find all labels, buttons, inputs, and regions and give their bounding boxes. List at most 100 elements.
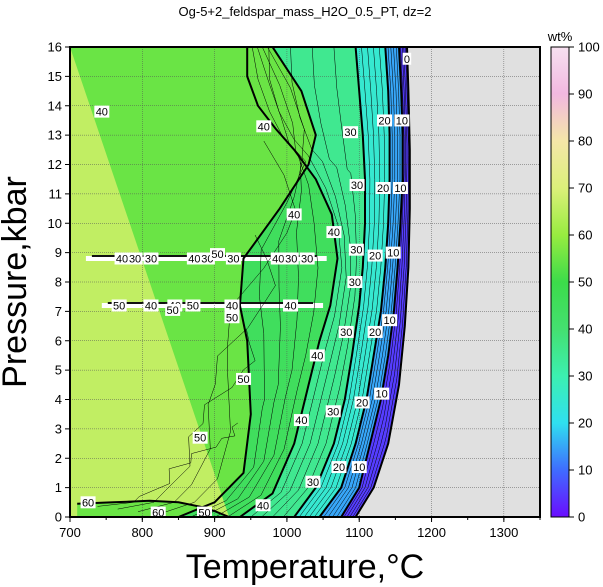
contour-label-bg <box>392 182 408 194</box>
contour-minor <box>343 47 405 517</box>
x-axis-label: Temperature,°C <box>186 548 424 586</box>
y-tick-label: 9 <box>55 245 62 260</box>
y-tick-label: 12 <box>48 157 62 172</box>
contour-label-bg <box>270 252 286 265</box>
contour-label: 0 <box>402 52 412 66</box>
y-tick-label: 4 <box>55 392 62 407</box>
artifact-band-dark <box>107 302 314 304</box>
contour-minor <box>97 422 238 507</box>
contour-label-text: 20 <box>333 462 345 474</box>
contour-label-bg <box>256 120 272 133</box>
contour-label-bg <box>94 105 110 118</box>
contour-label-text: 10 <box>383 315 395 327</box>
x-axis: 700 800 900 1000 1100 1200 1300 <box>59 517 541 540</box>
contour-minor <box>117 328 256 510</box>
x-tick-label: 1300 <box>489 525 518 540</box>
contour-label-bg <box>367 325 383 338</box>
contour-label-text: 40 <box>145 301 157 313</box>
colorbar-gradient <box>550 46 570 518</box>
contour-label-text: 50 <box>187 301 199 313</box>
contour-label: 40 <box>256 120 272 133</box>
contour-60 <box>77 499 230 517</box>
contour-label: 50 <box>111 299 127 313</box>
contour-minor <box>304 47 376 517</box>
contour-label-text: 50 <box>237 374 249 386</box>
contour-label: 10 <box>382 314 398 327</box>
contour-label-text: 40 <box>257 500 269 512</box>
contour-label: 30 <box>325 405 341 418</box>
contour-label: 30 <box>305 475 321 489</box>
y-tick-label: 5 <box>55 363 62 378</box>
contour-label-text: 30 <box>351 180 363 192</box>
contour-label: 20 <box>354 396 370 409</box>
y-tick-label: 15 <box>48 69 62 84</box>
y-tick-label: 14 <box>48 98 62 113</box>
contour-label-bg <box>210 248 226 261</box>
contour-label-bg <box>309 349 325 362</box>
contour-label: 30 <box>283 252 299 266</box>
contour-label-text: 40 <box>272 254 284 266</box>
contour-label-bg <box>196 506 212 517</box>
contour-label: 50 <box>210 248 226 261</box>
contour-label-text: 40 <box>288 209 300 221</box>
contour-label-bg <box>185 299 201 312</box>
contour-label: 40 <box>143 299 159 313</box>
contour-label-text: 40 <box>284 301 296 313</box>
contour-minor <box>250 47 343 517</box>
contour-label: 40 <box>114 252 130 266</box>
contour-label-text: 30 <box>129 254 141 266</box>
contour-label: 30 <box>143 252 159 266</box>
x-tick-label: 700 <box>59 525 81 540</box>
y-tick-label: 0 <box>55 510 62 525</box>
contour-label-text: 10 <box>353 462 365 474</box>
contour-label-bg <box>343 126 359 139</box>
contour-20 <box>318 47 391 517</box>
colorbar-ticks: 0 10 20 30 40 50 60 70 80 90 100 <box>569 40 600 525</box>
contour-label: 40 <box>326 226 342 239</box>
contour-label-text: 40 <box>116 254 128 266</box>
x-tick-label: 1000 <box>272 525 301 540</box>
contour-label-bg <box>326 226 342 239</box>
contour-label-text: 40 <box>258 121 270 133</box>
contour-label-bg <box>375 182 391 194</box>
contour-label-bg <box>224 299 240 312</box>
contour-label-text: 40 <box>328 227 340 239</box>
contour-label-text: 30 <box>327 406 339 418</box>
contour-minor <box>349 47 408 517</box>
contour-label-text: 10 <box>376 389 388 401</box>
y-tick-label: 2 <box>55 451 62 466</box>
colorbar-tick-label: 70 <box>578 181 592 196</box>
contour-label: 50 <box>196 506 212 517</box>
contour-label-text: 50 <box>194 433 206 445</box>
contour-label-bg <box>143 299 159 312</box>
y-tick-label: 8 <box>55 275 62 290</box>
contour-label-bg <box>111 299 127 312</box>
contour-label: 30 <box>348 243 364 257</box>
contour-label-bg <box>255 499 271 512</box>
contour-minor <box>137 234 276 512</box>
contour-label-text: 0 <box>404 54 410 66</box>
contour-label-bg <box>225 252 241 265</box>
contour-label-bg <box>286 208 302 221</box>
contour-label-text: 30 <box>350 245 362 257</box>
contour-label-bg <box>305 475 321 488</box>
contour-label: 10 <box>394 114 410 127</box>
contour-label: 10 <box>374 387 390 401</box>
contour-label-text: 10 <box>396 115 408 127</box>
artifact-band-white <box>101 303 324 308</box>
y-axis-label: Pressure,kbar <box>0 176 34 388</box>
contour-label-text: 30 <box>301 254 313 266</box>
contour-label-text: 20 <box>369 251 381 263</box>
contour-label: 50 <box>224 311 240 324</box>
colorbar-tick-label: 90 <box>578 87 592 102</box>
x-tick-label: 1100 <box>345 525 373 540</box>
contour-label-bg <box>349 179 365 192</box>
colorbar-tick-label: 0 <box>578 510 585 525</box>
contour-label-bg <box>165 303 181 316</box>
contour-label-text: 10 <box>387 248 399 260</box>
contour-minor <box>272 47 351 517</box>
contour-label-text: 30 <box>340 327 352 339</box>
contour-minor <box>298 47 371 517</box>
